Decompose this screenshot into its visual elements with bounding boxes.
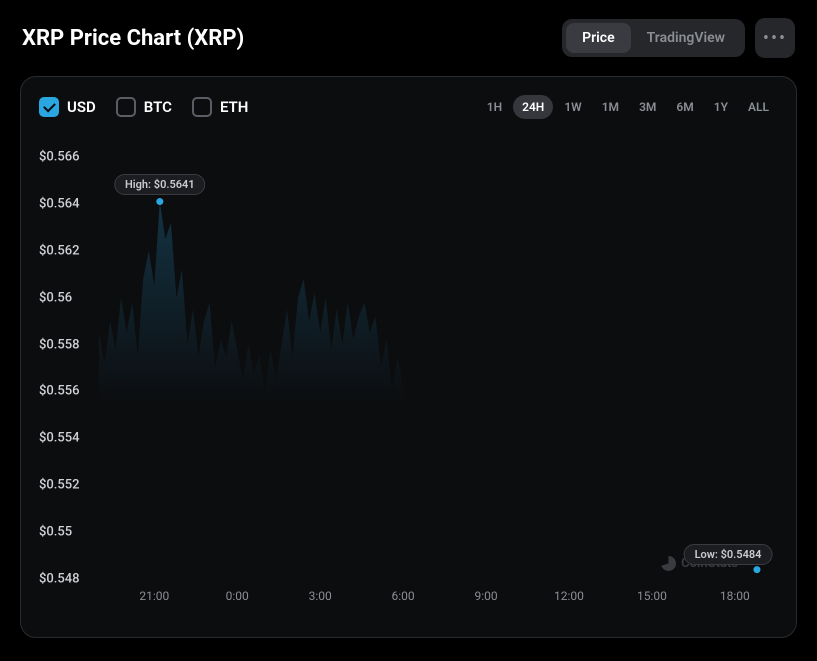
- y-axis-tick: $0.562: [39, 243, 80, 258]
- chart-card: USD BTC ETH 1H 24H 1W 1M 3M 6M 1Y ALL: [20, 76, 797, 638]
- x-axis-tick: 15:00: [637, 589, 667, 603]
- range-all[interactable]: ALL: [739, 95, 778, 119]
- view-tabs: Price TradingView: [562, 19, 745, 57]
- checkbox-icon: [116, 97, 136, 117]
- currency-label: BTC: [144, 98, 172, 116]
- y-axis-tick: $0.566: [39, 150, 80, 165]
- currency-btc[interactable]: BTC: [116, 97, 172, 117]
- header: XRP Price Chart (XRP) Price TradingView …: [0, 0, 817, 70]
- range-24h[interactable]: 24H: [513, 95, 553, 119]
- range-selector: 1H 24H 1W 1M 3M 6M 1Y ALL: [478, 95, 778, 119]
- header-controls: Price TradingView •••: [562, 18, 795, 58]
- tab-tradingview[interactable]: TradingView: [631, 23, 741, 53]
- tab-price[interactable]: Price: [566, 23, 631, 53]
- checkbox-checked-icon: [39, 97, 59, 117]
- high-badge: High: $0.5641: [114, 174, 206, 195]
- range-6m[interactable]: 6M: [667, 95, 702, 119]
- y-axis-tick: $0.564: [39, 196, 80, 211]
- range-3m[interactable]: 3M: [630, 95, 665, 119]
- chart-area: CoinStats $0.566$0.564$0.562$0.56$0.558$…: [39, 127, 778, 607]
- y-axis-tick: $0.548: [39, 572, 80, 587]
- checkbox-icon: [192, 97, 212, 117]
- currency-label: ETH: [220, 98, 248, 116]
- x-axis-tick: 0:00: [226, 589, 249, 603]
- currency-selector: USD BTC ETH: [39, 97, 248, 117]
- y-axis-tick: $0.556: [39, 384, 80, 399]
- currency-usd[interactable]: USD: [39, 97, 96, 117]
- currency-label: USD: [67, 98, 96, 116]
- x-axis-tick: 9:00: [474, 589, 497, 603]
- price-chart: [39, 127, 778, 607]
- coinstats-icon: [661, 556, 676, 571]
- x-axis-tick: 6:00: [392, 589, 415, 603]
- x-axis-tick: 3:00: [309, 589, 332, 603]
- page-title: XRP Price Chart (XRP): [22, 26, 244, 51]
- range-1h[interactable]: 1H: [478, 95, 511, 119]
- y-axis-tick: $0.552: [39, 478, 80, 493]
- low-badge: Low: $0.5484: [684, 544, 773, 565]
- x-axis-tick: 12:00: [554, 589, 584, 603]
- x-axis-tick: 18:00: [720, 589, 750, 603]
- range-1w[interactable]: 1W: [555, 95, 590, 119]
- chart-toolbar: USD BTC ETH 1H 24H 1W 1M 3M 6M 1Y ALL: [39, 95, 778, 119]
- y-axis-tick: $0.558: [39, 337, 80, 352]
- x-axis-tick: 21:00: [139, 589, 169, 603]
- range-1y[interactable]: 1Y: [705, 95, 737, 119]
- currency-eth[interactable]: ETH: [192, 97, 248, 117]
- y-axis-tick: $0.56: [39, 290, 72, 305]
- range-1m[interactable]: 1M: [593, 95, 628, 119]
- y-axis-tick: $0.55: [39, 525, 72, 540]
- y-axis-tick: $0.554: [39, 431, 80, 446]
- more-button[interactable]: •••: [755, 18, 795, 58]
